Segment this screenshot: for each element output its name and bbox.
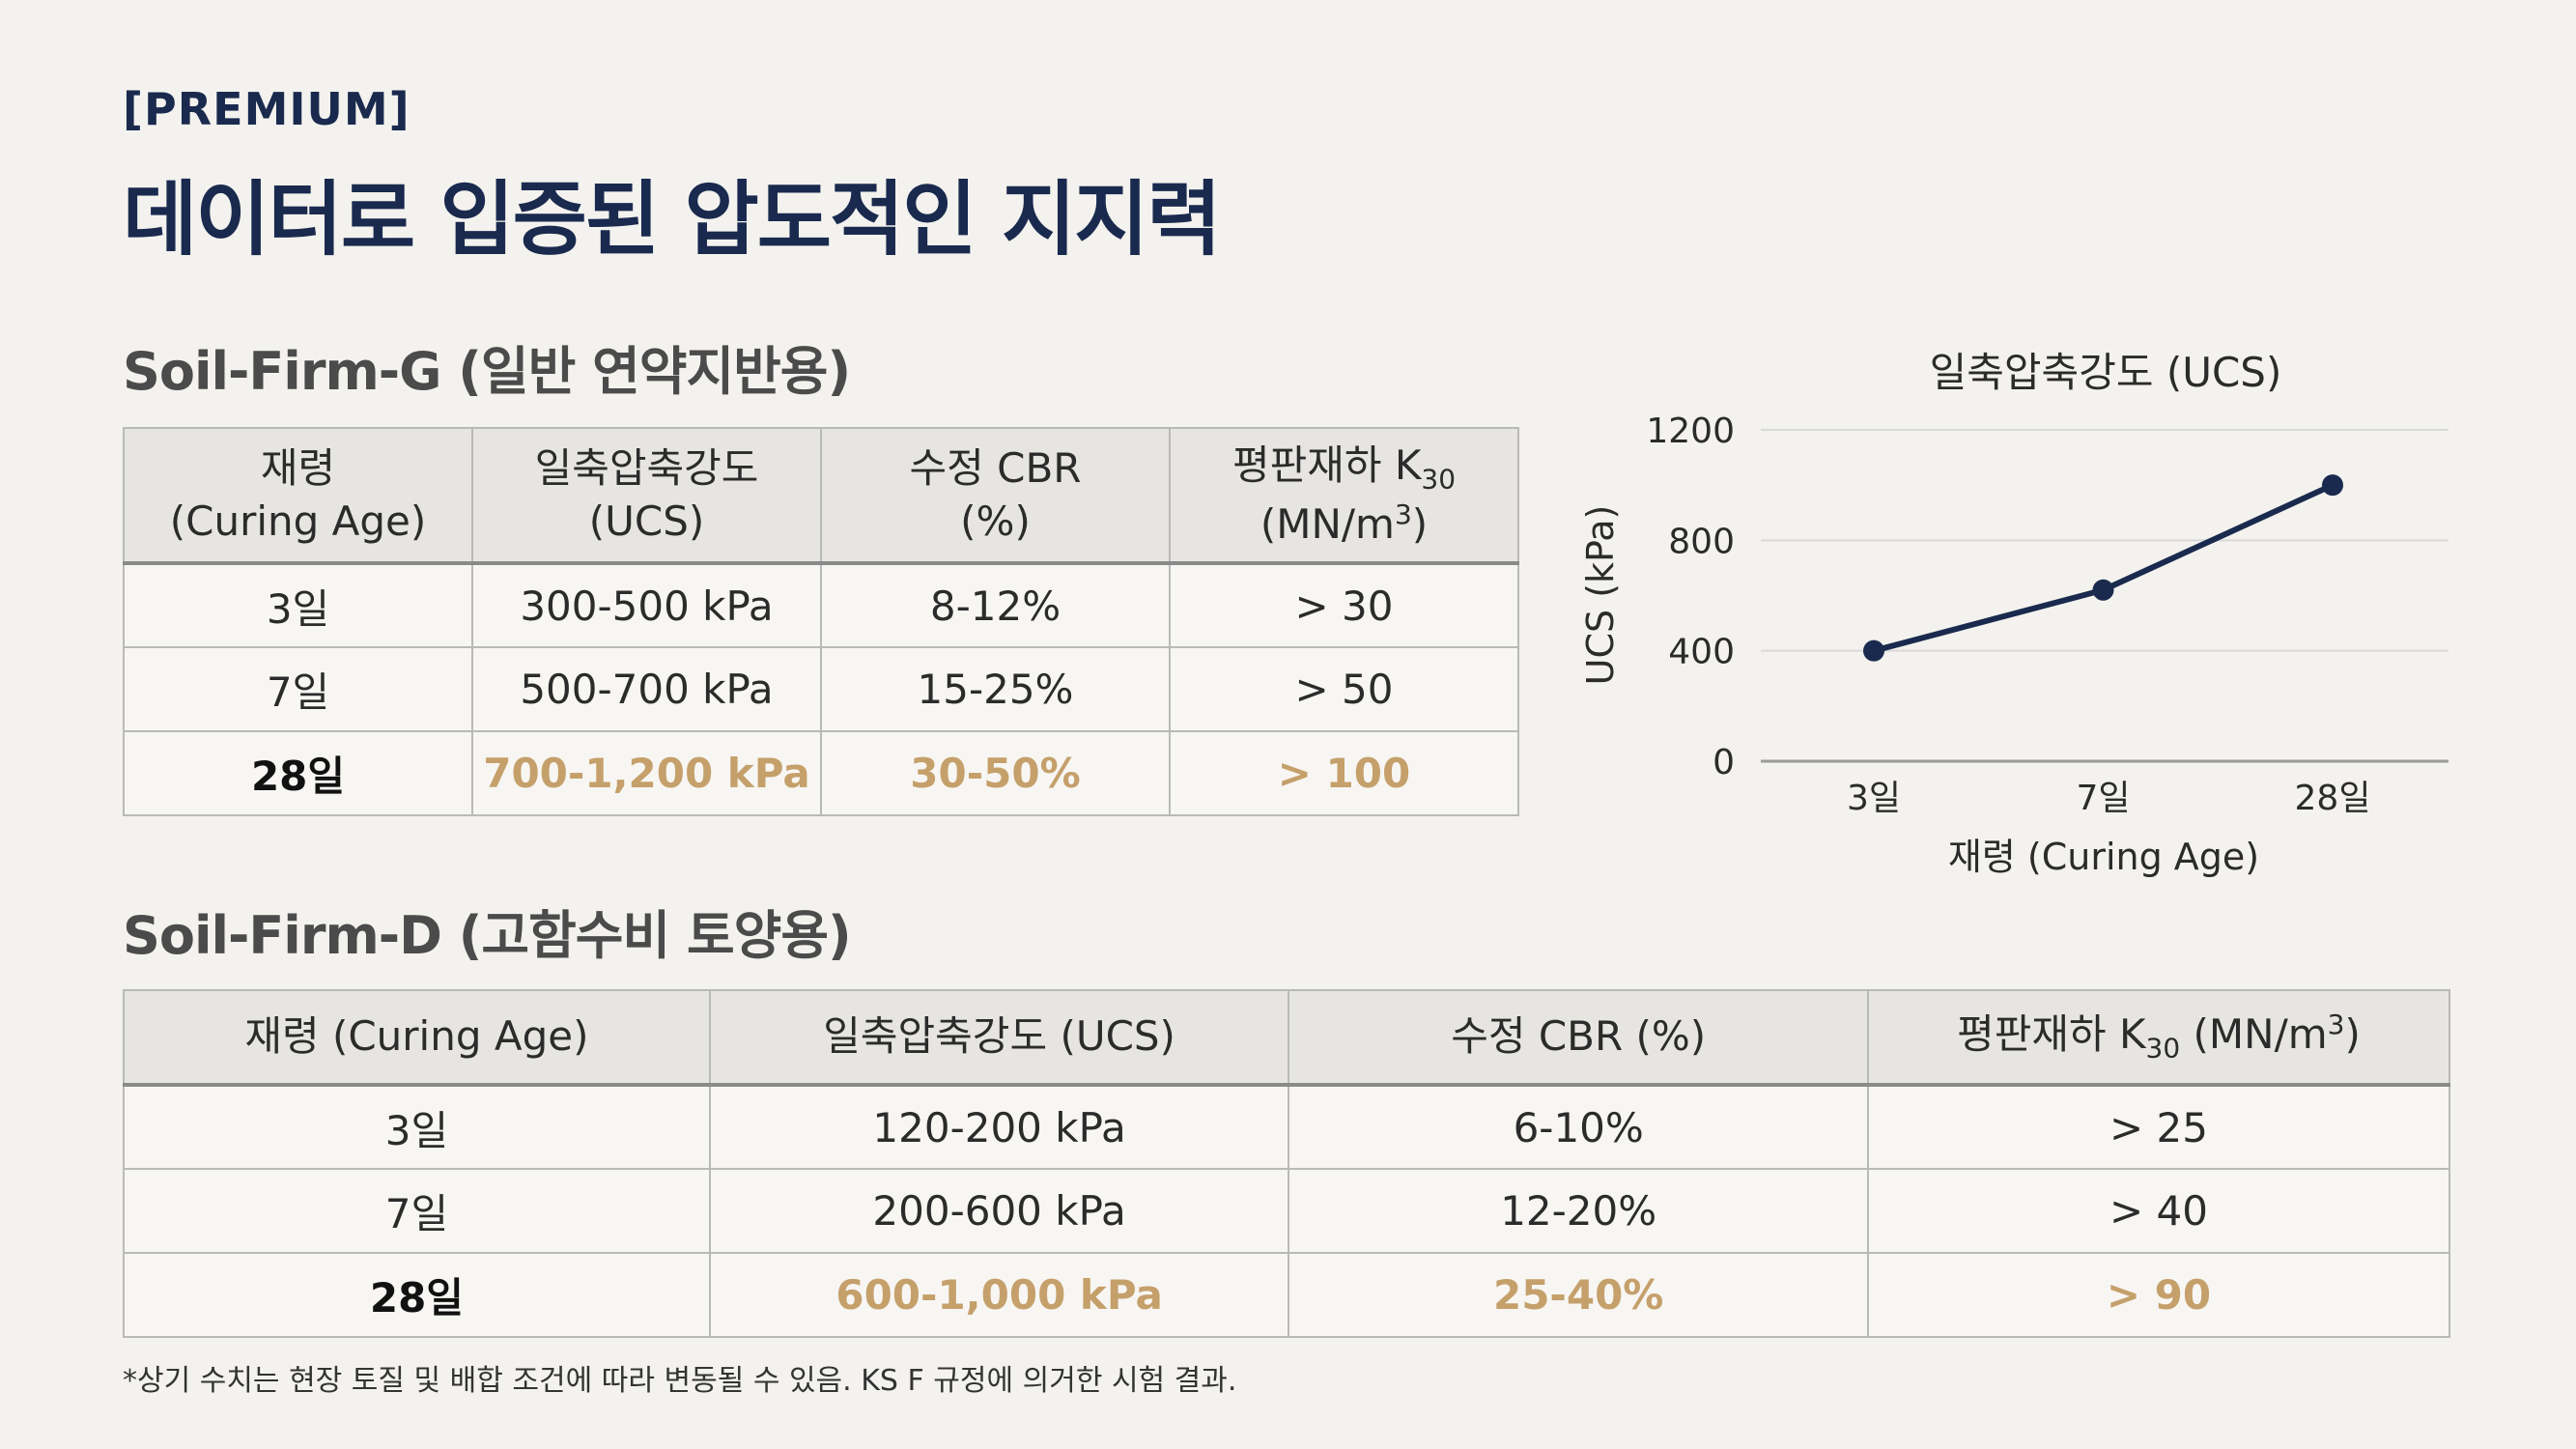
ucs-line-chart: 0 400 800 1200 3일 7일 28일 UCS (kPa) 재령 (Curing… — [1584, 412, 2449, 878]
table-d-header-k30: 평판재하 K30 (MN/m3) — [1866, 989, 2451, 1086]
table-cell: 120-200 kPa — [708, 1084, 1290, 1170]
table-cell: 12-20% — [1288, 1168, 1869, 1254]
table-cell: 8-12% — [820, 562, 1171, 648]
table-g-header-age: 재령 (Curing Age) — [123, 427, 473, 564]
table-row: 7일 200-600 kPa 12-20% > 40 — [123, 1168, 2451, 1254]
data-point — [1863, 639, 1884, 662]
x-tick-label: 28일 — [2295, 779, 2371, 818]
data-point — [2092, 579, 2114, 601]
table-cell: > 50 — [1169, 646, 1519, 732]
x-tick-label: 3일 — [1847, 779, 1901, 818]
data-point — [2322, 474, 2343, 497]
x-axis-label: 재령 (Curing Age) — [1948, 836, 2259, 878]
table-cell: > 100 — [1169, 730, 1519, 816]
page-title: 데이터로 입증된 압도적인 지지력 — [123, 172, 1222, 267]
table-d-title: Soil-Firm-D (고함수비 토양용) — [123, 905, 852, 966]
table-g-title: Soil-Firm-G (일반 연약지반용) — [123, 341, 851, 402]
table-row: 3일 300-500 kPa 8-12% > 30 — [123, 562, 1519, 648]
y-tick-label: 400 — [1668, 633, 1735, 672]
series-line-ucs — [1873, 482, 2335, 654]
table-row-highlight: 28일 600-1,000 kPa 25-40% > 90 — [123, 1252, 2451, 1338]
table-cell: 6-10% — [1288, 1084, 1869, 1170]
y-tick-label: 0 — [1713, 743, 1735, 782]
table-cell: 500-700 kPa — [471, 646, 822, 732]
table-cell: > 40 — [1866, 1168, 2451, 1254]
footnote: *상기 수치는 현장 토질 및 배합 조건에 따라 변동될 수 있음. KS F… — [123, 1364, 1237, 1398]
table-cell: 700-1,200 kPa — [471, 730, 822, 816]
table-cell: > 25 — [1866, 1084, 2451, 1170]
premium-tag: [PREMIUM] — [123, 83, 410, 135]
table-cell: 7일 — [123, 1168, 711, 1254]
table-g-header-row: 재령 (Curing Age) 일축압축강도 (UCS) 수정 CBR (%) 평판재… — [123, 427, 1519, 564]
table-row: 7일 500-700 kPa 15-25% > 50 — [123, 646, 1519, 732]
table-d-header-age: 재령 (Curing Age) — [123, 989, 711, 1086]
table-cell: 25-40% — [1288, 1252, 1869, 1338]
table-row: 3일 120-200 kPa 6-10% > 25 — [123, 1084, 2451, 1170]
table-d-header-cbr: 수정 CBR (%) — [1288, 989, 1869, 1086]
table-cell: 28일 — [123, 730, 473, 816]
y-tick-label: 800 — [1668, 522, 1735, 561]
table-d-header-ucs: 일축압축강도 (UCS) — [708, 989, 1290, 1086]
table-g-header-k30: 평판재하 K30 (MN/m3) — [1169, 427, 1519, 564]
table-g: 재령 (Curing Age) 일축압축강도 (UCS) 수정 CBR (%) 평판재… — [123, 427, 1519, 816]
table-cell: 600-1,000 kPa — [708, 1252, 1290, 1338]
table-cell: 200-600 kPa — [708, 1168, 1290, 1254]
table-cell: 300-500 kPa — [471, 562, 822, 648]
table-cell: > 90 — [1866, 1252, 2451, 1338]
x-tick-label: 7일 — [2076, 779, 2130, 818]
table-d: 재령 (Curing Age) 일축압축강도 (UCS) 수정 CBR (%) … — [123, 989, 2451, 1338]
y-axis-label: UCS (kPa) — [1584, 505, 1622, 686]
table-cell: 15-25% — [820, 646, 1171, 732]
table-g-header-ucs: 일축압축강도 (UCS) — [471, 427, 822, 564]
table-d-header-row: 재령 (Curing Age) 일축압축강도 (UCS) 수정 CBR (%) … — [123, 989, 2451, 1086]
y-tick-label: 1200 — [1646, 412, 1735, 451]
table-cell: > 30 — [1169, 562, 1519, 648]
table-cell: 3일 — [123, 1084, 711, 1170]
table-cell: 7일 — [123, 646, 473, 732]
table-g-header-cbr: 수정 CBR (%) — [820, 427, 1171, 564]
table-cell: 30-50% — [820, 730, 1171, 816]
table-row-highlight: 28일 700-1,200 kPa 30-50% > 100 — [123, 730, 1519, 816]
table-cell: 28일 — [123, 1252, 711, 1338]
table-cell: 3일 — [123, 562, 473, 648]
chart-title: 일축압축강도 (UCS) — [1929, 349, 2282, 396]
